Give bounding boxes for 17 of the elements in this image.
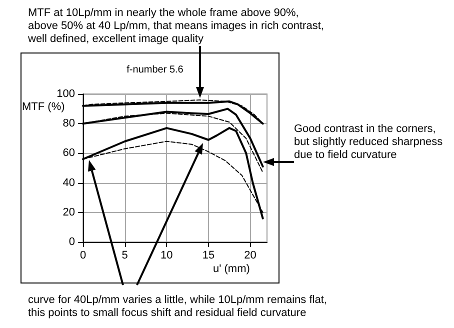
- y-tick-label: 0: [68, 236, 75, 248]
- text: MTF at 10Lp/mm in nearly the whole frame above 90%, above 50% at 40 Lp/mm, that means images in rich contrast, well defined, excellent image quality: [28, 7, 325, 46]
- y-tick-label: 20: [62, 206, 75, 218]
- y-tick-label: 40: [62, 176, 75, 189]
- x-tick-label: 5: [122, 250, 128, 262]
- y-tick-label: 80: [62, 118, 75, 130]
- y-axis-title: MTF (%): [22, 101, 65, 114]
- y-tick-label: 60: [62, 147, 75, 160]
- x-tick-label: 0: [80, 250, 86, 262]
- text: curve for 40Lp/mm varies a little, while 10Lp/mm remains flat, this points to small focus shift and residual field curvature: [28, 294, 328, 320]
- x-tick-label: 15: [202, 250, 215, 262]
- chart-title: f-number 5.6: [126, 64, 184, 76]
- x-tick-label: 10: [160, 250, 173, 262]
- x-tick-label: 20: [244, 250, 256, 262]
- y-tick-label: 100: [56, 88, 75, 100]
- x-axis-title: u' (mm): [213, 263, 250, 276]
- text: Good contrast in the corners, but slightly reduced sharpness due to field curvature: [294, 123, 444, 162]
